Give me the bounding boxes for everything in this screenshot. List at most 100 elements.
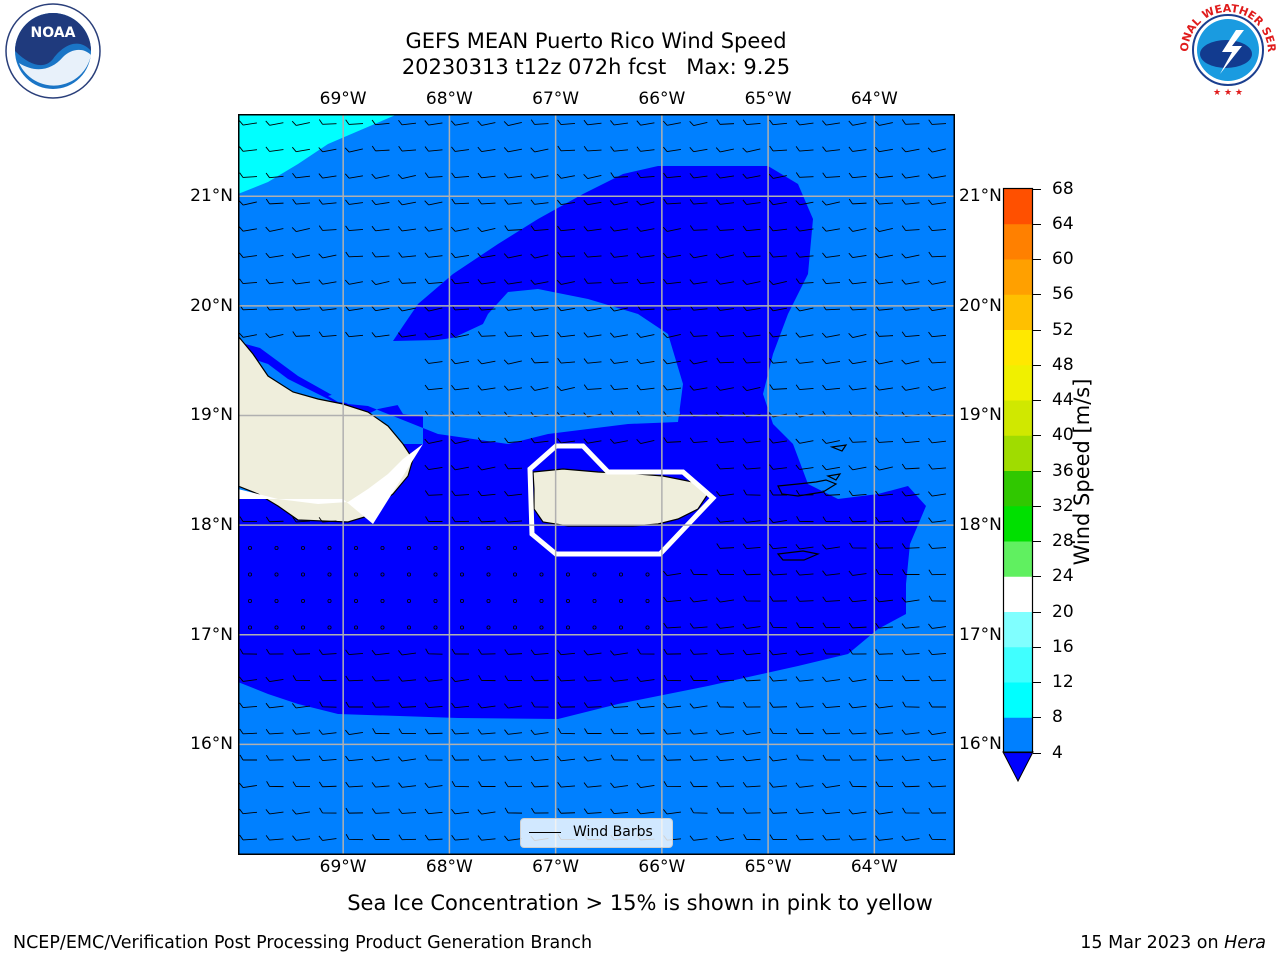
- wind-barb: [875, 623, 894, 629]
- wind-barb: [875, 172, 894, 179]
- axis-tick-label: 18°N: [959, 515, 1002, 536]
- wind-barb: [318, 173, 337, 179]
- wind-barb: [345, 119, 364, 125]
- wind-barb: [425, 516, 443, 522]
- wind-barb: [768, 280, 787, 286]
- wind-barb: [928, 623, 946, 629]
- colorbar-segment: [1003, 364, 1033, 401]
- wind-map[interactable]: [238, 114, 955, 855]
- wind-barb: [663, 146, 681, 152]
- wind-barb: [512, 625, 517, 630]
- wind-barb: [371, 306, 390, 312]
- wind-barb: [557, 728, 576, 735]
- virgin-islands: [777, 479, 838, 497]
- wind-barb: [689, 703, 708, 709]
- wind-barb: [433, 598, 438, 603]
- wind-barb: [822, 702, 841, 709]
- wind-barb: [848, 596, 867, 603]
- wind-barb: [848, 172, 867, 179]
- wind-barb: [424, 252, 443, 258]
- wind-barb: [769, 808, 788, 814]
- wind-barb: [743, 834, 761, 841]
- wind-barb: [689, 279, 708, 285]
- wind-barb: [928, 331, 947, 338]
- colorbar-tick-mark: [1033, 259, 1041, 260]
- wind-barb: [636, 358, 655, 365]
- wind-barb: [556, 279, 575, 285]
- wind-barb: [689, 623, 708, 629]
- wind-barb: [689, 597, 708, 603]
- wind-barb: [849, 781, 867, 788]
- wind-barb: [662, 226, 681, 232]
- wind-barb: [901, 119, 920, 125]
- footer-left: NCEP/EMC/Verification Post Processing Pr…: [13, 933, 593, 953]
- wind-barb: [292, 729, 311, 735]
- wind-field-gap: [328, 294, 680, 439]
- wind-barb: [398, 728, 417, 735]
- wind-barb: [928, 119, 947, 125]
- wind-barb: [848, 570, 867, 576]
- wind-barb: [459, 598, 464, 603]
- wind-barb: [849, 542, 867, 549]
- wind-barb: [354, 572, 359, 577]
- wind-barb: [239, 146, 258, 152]
- wind-barb: [716, 517, 735, 523]
- wind-barb: [874, 359, 893, 365]
- wind-barb: [583, 650, 602, 656]
- wind-barb: [901, 623, 920, 629]
- axis-tick-label: 18°N: [190, 515, 233, 536]
- anguilla: [826, 444, 848, 481]
- wind-barb: [371, 199, 390, 206]
- wind-barb: [636, 226, 655, 232]
- wind-field-8-12: [238, 114, 398, 194]
- wind-barb: [477, 331, 496, 337]
- wind-barb: [822, 676, 840, 682]
- wind-barb: [291, 809, 310, 815]
- wind-barb: [372, 834, 390, 840]
- wind-barb: [636, 146, 655, 152]
- wind-barb: [689, 359, 708, 365]
- wind-barb: [610, 252, 629, 258]
- wind-barb: [769, 119, 788, 126]
- wind-barb: [795, 650, 814, 656]
- wind-barb: [318, 119, 337, 125]
- wind-barb: [848, 809, 867, 815]
- wind-barb: [662, 252, 681, 259]
- wind-barb: [292, 835, 311, 841]
- wind-barb: [822, 648, 841, 655]
- wind-barb: [875, 755, 894, 761]
- wind-barb: [345, 199, 363, 205]
- wind-barb: [742, 438, 761, 444]
- wind-barb: [530, 253, 549, 259]
- wind-barb: [450, 439, 469, 445]
- wind-barb: [795, 782, 814, 788]
- wind-barb: [265, 252, 284, 259]
- wind-barb: [265, 332, 284, 338]
- wind-barb: [265, 728, 284, 735]
- wind-barb: [875, 490, 894, 497]
- wind-barb: [848, 702, 867, 709]
- wind-barb: [768, 438, 787, 444]
- wind-barb: [239, 782, 257, 788]
- wind-barb: [715, 147, 734, 153]
- colorbar-segment: [1003, 223, 1033, 260]
- wind-barb: [796, 728, 814, 735]
- wind-barb: [822, 172, 841, 178]
- wind-barb: [822, 570, 841, 576]
- wind-barb: [821, 464, 840, 471]
- wind-barb: [901, 199, 920, 205]
- wind-barb: [742, 251, 761, 258]
- wind-barb: [662, 120, 681, 126]
- colorbar-tick-mark: [1033, 611, 1041, 613]
- wind-barb: [928, 305, 946, 311]
- wind-barb: [451, 808, 470, 815]
- colorbar-segment: [1003, 470, 1033, 507]
- wind-barb: [530, 173, 549, 179]
- wind-barb: [557, 701, 576, 708]
- wind-barb: [239, 516, 258, 523]
- colorbar-tick: 60: [1052, 249, 1074, 269]
- wind-barb: [583, 252, 602, 258]
- wind-barb: [927, 147, 946, 153]
- wind-barb: [239, 278, 258, 285]
- wind-barb: [636, 438, 655, 444]
